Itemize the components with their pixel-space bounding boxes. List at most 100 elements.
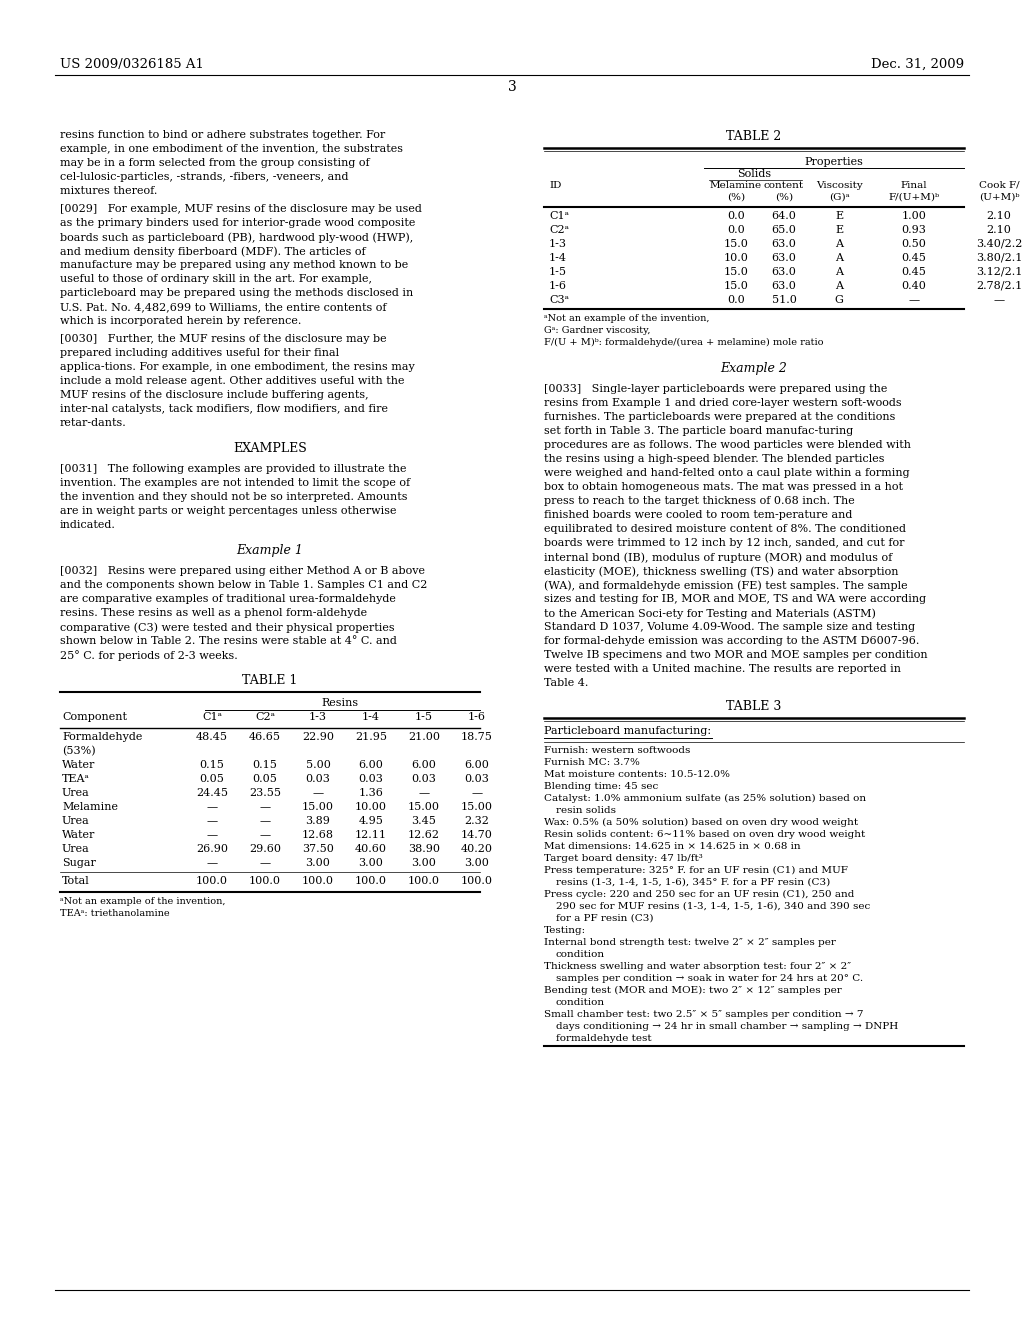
Text: ᵃNot an example of the invention,: ᵃNot an example of the invention, <box>544 314 710 323</box>
Text: 48.45: 48.45 <box>196 733 228 742</box>
Text: 0.0: 0.0 <box>727 211 744 220</box>
Text: shown below in Table 2. The resins were stable at 4° C. and: shown below in Table 2. The resins were … <box>60 636 397 645</box>
Text: were tested with a United machine. The results are reported in: were tested with a United machine. The r… <box>544 664 901 675</box>
Text: 1-5: 1-5 <box>549 267 567 277</box>
Text: —: — <box>207 803 217 812</box>
Text: 3.40/2.2: 3.40/2.2 <box>976 239 1022 249</box>
Text: 100.0: 100.0 <box>196 876 228 886</box>
Text: resins. These resins as well as a phenol form-aldehyde: resins. These resins as well as a phenol… <box>60 609 368 618</box>
Text: 0.03: 0.03 <box>305 774 331 784</box>
Text: 1-3: 1-3 <box>549 239 567 249</box>
Text: Cook F/: Cook F/ <box>979 181 1019 190</box>
Text: and medium density fiberboard (MDF). The articles of: and medium density fiberboard (MDF). The… <box>60 246 366 256</box>
Text: 0.15: 0.15 <box>200 760 224 770</box>
Text: TABLE 1: TABLE 1 <box>243 675 298 686</box>
Text: MUF resins of the disclosure include buffering agents,: MUF resins of the disclosure include buf… <box>60 389 369 400</box>
Text: 37.50: 37.50 <box>302 843 334 854</box>
Text: 6.00: 6.00 <box>465 760 489 770</box>
Text: U.S. Pat. No. 4,482,699 to Williams, the entire contents of: U.S. Pat. No. 4,482,699 to Williams, the… <box>60 302 386 312</box>
Text: 0.50: 0.50 <box>901 239 927 249</box>
Text: 3: 3 <box>508 81 516 94</box>
Text: A: A <box>835 281 843 290</box>
Text: US 2009/0326185 A1: US 2009/0326185 A1 <box>60 58 204 71</box>
Text: (53%): (53%) <box>62 746 95 756</box>
Text: Viscosity: Viscosity <box>816 181 862 190</box>
Text: for formal-dehyde emission was according to the ASTM D6007-96.: for formal-dehyde emission was according… <box>544 636 920 645</box>
Text: G: G <box>835 294 844 305</box>
Text: TEAᵃ: TEAᵃ <box>62 774 90 784</box>
Text: 63.0: 63.0 <box>771 253 797 263</box>
Text: inter-nal catalysts, tack modifiers, flow modifiers, and fire: inter-nal catalysts, tack modifiers, flo… <box>60 404 388 414</box>
Text: Sugar: Sugar <box>62 858 96 869</box>
Text: 40.60: 40.60 <box>355 843 387 854</box>
Text: 63.0: 63.0 <box>771 239 797 249</box>
Text: furnishes. The particleboards were prepared at the conditions: furnishes. The particleboards were prepa… <box>544 412 895 422</box>
Text: equilibrated to desired moisture content of 8%. The conditioned: equilibrated to desired moisture content… <box>544 524 906 535</box>
Text: are in weight parts or weight percentages unless otherwise: are in weight parts or weight percentage… <box>60 506 396 516</box>
Text: (WA), and formaldehyde emission (FE) test samples. The sample: (WA), and formaldehyde emission (FE) tes… <box>544 579 907 590</box>
Text: 10.00: 10.00 <box>355 803 387 812</box>
Text: [0030]   Further, the MUF resins of the disclosure may be: [0030] Further, the MUF resins of the di… <box>60 334 387 345</box>
Text: Blending time: 45 sec: Blending time: 45 sec <box>544 781 658 791</box>
Text: 12.62: 12.62 <box>408 830 440 840</box>
Text: the invention and they should not be so interpreted. Amounts: the invention and they should not be so … <box>60 492 408 502</box>
Text: F/(U+M)ᵇ: F/(U+M)ᵇ <box>889 193 940 202</box>
Text: 63.0: 63.0 <box>771 281 797 290</box>
Text: 18.75: 18.75 <box>461 733 493 742</box>
Text: —: — <box>312 788 324 799</box>
Text: Formaldehyde: Formaldehyde <box>62 733 142 742</box>
Text: internal bond (IB), modulus of rupture (MOR) and modulus of: internal bond (IB), modulus of rupture (… <box>544 552 892 562</box>
Text: Example 1: Example 1 <box>237 544 303 557</box>
Text: C2ᵃ: C2ᵃ <box>549 224 569 235</box>
Text: 3.12/2.1: 3.12/2.1 <box>976 267 1022 277</box>
Text: 64.0: 64.0 <box>771 211 797 220</box>
Text: condition: condition <box>556 998 605 1007</box>
Text: 0.45: 0.45 <box>901 253 927 263</box>
Text: 6.00: 6.00 <box>358 760 383 770</box>
Text: 4.95: 4.95 <box>358 816 383 826</box>
Text: 15.00: 15.00 <box>302 803 334 812</box>
Text: 2.10: 2.10 <box>986 211 1012 220</box>
Text: may be in a form selected from the group consisting of: may be in a form selected from the group… <box>60 158 370 168</box>
Text: 40.20: 40.20 <box>461 843 493 854</box>
Text: Properties: Properties <box>805 157 863 168</box>
Text: 1-6: 1-6 <box>549 281 567 290</box>
Text: Small chamber test: two 2.5″ × 5″ samples per condition → 7: Small chamber test: two 2.5″ × 5″ sample… <box>544 1010 863 1019</box>
Text: 3.00: 3.00 <box>305 858 331 869</box>
Text: condition: condition <box>556 950 605 960</box>
Text: 22.90: 22.90 <box>302 733 334 742</box>
Text: comparative (C3) were tested and their physical properties: comparative (C3) were tested and their p… <box>60 622 394 632</box>
Text: (%): (%) <box>727 193 745 202</box>
Text: 46.65: 46.65 <box>249 733 281 742</box>
Text: —: — <box>207 858 217 869</box>
Text: Press temperature: 325° F. for an UF resin (C1) and MUF: Press temperature: 325° F. for an UF res… <box>544 866 848 875</box>
Text: (%): (%) <box>775 193 793 202</box>
Text: 2.78/2.1: 2.78/2.1 <box>976 281 1022 290</box>
Text: —: — <box>471 788 482 799</box>
Text: Particleboard manufacturing:: Particleboard manufacturing: <box>544 726 711 737</box>
Text: EXAMPLES: EXAMPLES <box>233 442 307 455</box>
Text: Gᵃ: Gardner viscosity,: Gᵃ: Gardner viscosity, <box>544 326 650 335</box>
Text: prepared including additives useful for their final: prepared including additives useful for … <box>60 348 339 358</box>
Text: A: A <box>835 253 843 263</box>
Text: 100.0: 100.0 <box>461 876 493 886</box>
Text: Dec. 31, 2009: Dec. 31, 2009 <box>870 58 964 71</box>
Text: C3ᵃ: C3ᵃ <box>549 294 569 305</box>
Text: 0.40: 0.40 <box>901 281 927 290</box>
Text: 3.45: 3.45 <box>412 816 436 826</box>
Text: 65.0: 65.0 <box>771 224 797 235</box>
Text: 10.0: 10.0 <box>724 253 749 263</box>
Text: Water: Water <box>62 760 95 770</box>
Text: useful to those of ordinary skill in the art. For example,: useful to those of ordinary skill in the… <box>60 275 372 284</box>
Text: 21.95: 21.95 <box>355 733 387 742</box>
Text: press to reach to the target thickness of 0.68 inch. The: press to reach to the target thickness o… <box>544 496 855 506</box>
Text: TEAᵃ: triethanolamine: TEAᵃ: triethanolamine <box>60 909 170 917</box>
Text: 0.03: 0.03 <box>465 774 489 784</box>
Text: to the American Soci-ety for Testing and Materials (ASTM): to the American Soci-ety for Testing and… <box>544 609 876 619</box>
Text: and the components shown below in Table 1. Samples C1 and C2: and the components shown below in Table … <box>60 579 427 590</box>
Text: Press cycle: 220 and 250 sec for an UF resin (C1), 250 and: Press cycle: 220 and 250 sec for an UF r… <box>544 890 854 899</box>
Text: 1-4: 1-4 <box>362 711 380 722</box>
Text: Melamine: Melamine <box>710 181 762 190</box>
Text: 1-6: 1-6 <box>468 711 486 722</box>
Text: boards such as particleboard (PB), hardwood ply-wood (HWP),: boards such as particleboard (PB), hardw… <box>60 232 414 243</box>
